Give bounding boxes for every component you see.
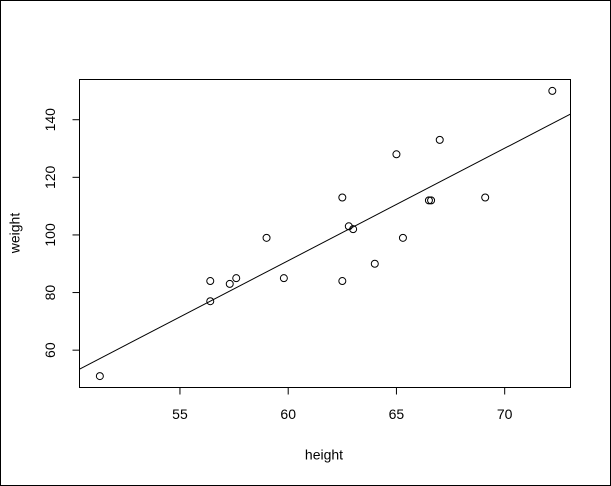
regression-line (79, 113, 571, 370)
point (481, 193, 490, 202)
point (548, 86, 557, 95)
point (95, 372, 104, 381)
point (206, 277, 215, 286)
y-tick-label: 60 (42, 342, 58, 358)
point (392, 150, 401, 159)
point (232, 274, 241, 283)
point (370, 259, 379, 268)
y-tick-label: 120 (42, 165, 58, 189)
point (262, 233, 271, 242)
x-tick-label: 55 (172, 406, 188, 422)
point (206, 297, 215, 306)
point (344, 222, 353, 231)
y-axis-label: weight (7, 213, 23, 255)
point (279, 274, 288, 283)
point (435, 135, 444, 144)
x-axis-label: height (305, 447, 343, 463)
x-tick-label: 65 (389, 406, 405, 422)
point (427, 196, 436, 205)
y-tick-label: 140 (42, 108, 58, 132)
x-tick-label: 70 (497, 406, 513, 422)
y-tick-label: 100 (42, 223, 58, 247)
point (225, 279, 234, 288)
point (338, 193, 347, 202)
x-tick-label: 60 (280, 406, 296, 422)
point (424, 196, 433, 205)
y-tick-label: 80 (42, 285, 58, 301)
point (338, 277, 347, 286)
plot-box (79, 79, 571, 388)
point (398, 233, 407, 242)
